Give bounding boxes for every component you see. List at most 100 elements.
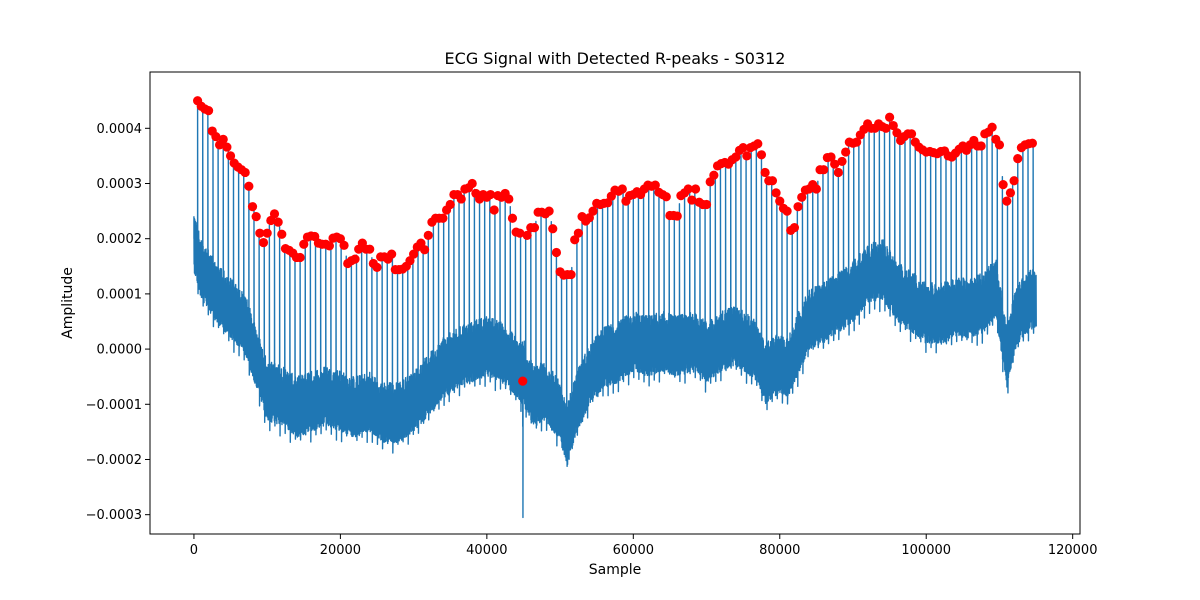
axes-frame [149, 71, 1081, 535]
r-peak-marker [683, 184, 693, 194]
r-peak-marker [650, 180, 660, 190]
r-peak-marker [211, 131, 221, 142]
r-peak-marker [566, 269, 576, 280]
r-peak-marker [456, 194, 466, 204]
x-tick-label: 20000 [320, 543, 361, 558]
r-peak-marker [771, 188, 781, 198]
r-peak-marker [247, 202, 258, 212]
r-peak-marker [544, 206, 554, 216]
r-peak-marker [906, 129, 917, 139]
r-peak-marker [262, 228, 272, 238]
r-peaks-layer [193, 96, 1037, 386]
r-peak-marker [837, 156, 847, 167]
x-axis: 0 20000 40000 60000 80000 100000 120000 [190, 534, 1097, 558]
r-peak-marker [841, 147, 851, 157]
r-peak-marker [295, 252, 305, 263]
x-tick-label: 100000 [901, 543, 951, 558]
y-tick-label: 0.0003 [97, 177, 143, 192]
r-peak-marker [1009, 176, 1019, 186]
x-axis-label: Sample [589, 562, 642, 578]
r-peak-marker [701, 199, 712, 210]
r-peak-marker [365, 244, 375, 254]
r-peak-marker [522, 230, 532, 240]
r-peak-marker [269, 209, 280, 219]
x-tick-label: 80000 [759, 543, 800, 558]
r-peak-marker [998, 180, 1008, 190]
r-peak-marker [789, 223, 800, 233]
chart-title: ECG Signal with Detected R-peaks - S0312 [445, 49, 786, 68]
r-peak-marker [672, 211, 682, 221]
ecg-signal-line [193, 100, 1037, 519]
r-peak-marker [793, 202, 803, 212]
r-peak-marker [617, 184, 627, 194]
r-peak-marker [690, 184, 701, 194]
r-peak-marker [588, 206, 598, 216]
r-peak-marker [976, 141, 986, 151]
r-peak-marker [852, 137, 862, 147]
r-peak-marker [826, 152, 836, 162]
r-peak-marker [797, 192, 807, 202]
r-peak-marker [885, 112, 895, 122]
r-peak-marker [485, 189, 496, 200]
r-peak-marker [372, 262, 382, 272]
r-peak-marker [661, 192, 671, 202]
r-peak-marker [515, 228, 525, 238]
r-peak-marker [518, 376, 528, 386]
r-peak-marker [423, 230, 433, 240]
r-peak-marker [273, 217, 283, 227]
r-peak-marker [387, 249, 397, 259]
r-peak-marker [987, 122, 997, 132]
x-tick-label: 60000 [613, 543, 654, 558]
r-peak-marker [548, 224, 558, 234]
r-peak-marker [888, 120, 898, 131]
r-peak-marker [255, 228, 265, 238]
r-peak-marker [258, 237, 269, 248]
x-tick-label: 0 [190, 543, 198, 558]
x-tick-label: 40000 [466, 543, 507, 558]
r-peak-marker [324, 241, 335, 251]
r-peak-marker [782, 206, 792, 216]
r-peak-marker [573, 228, 583, 238]
r-peak-marker [833, 167, 843, 178]
r-peak-marker [1005, 188, 1016, 198]
r-peak-marker [775, 196, 785, 206]
r-peak-marker [767, 176, 778, 186]
r-peak-marker [420, 245, 430, 255]
r-peak-marker [892, 128, 902, 138]
r-peak-marker [504, 194, 514, 204]
y-tick-label: −0.0002 [86, 453, 142, 468]
r-peak-marker [753, 139, 763, 149]
r-peak-marker [277, 229, 287, 239]
r-peak-marker [225, 151, 236, 161]
ecg-signal-layer [193, 100, 1037, 519]
r-peak-marker [251, 212, 261, 222]
y-tick-label: 0.0001 [97, 287, 143, 302]
r-peak-marker [339, 240, 349, 250]
r-peak-marker [350, 254, 360, 264]
r-peak-marker [819, 165, 829, 175]
r-peak-marker [738, 143, 748, 153]
y-axis-label: Amplitude [60, 267, 76, 339]
r-peak-marker [507, 213, 518, 223]
r-peak-marker [811, 184, 821, 194]
y-axis: −0.0003 −0.0002 −0.0001 0.0000 0.0001 0.0002 0… [86, 122, 150, 523]
r-peak-marker [551, 247, 562, 258]
r-peak-marker [445, 199, 455, 210]
y-tick-label: 0.0002 [97, 232, 143, 247]
r-peak-marker [489, 205, 499, 215]
r-peak-marker [830, 159, 840, 169]
r-peak-marker [529, 223, 540, 233]
r-peak-marker [687, 195, 697, 205]
r-peak-marker [409, 249, 419, 259]
y-tick-label: −0.0003 [86, 508, 142, 523]
y-tick-label: 0.0004 [97, 122, 143, 137]
y-tick-label: 0.0000 [97, 343, 143, 358]
r-peak-marker [760, 167, 770, 178]
r-peak-marker [203, 106, 214, 116]
plot-area [150, 72, 1080, 534]
r-peak-marker [1027, 138, 1037, 148]
r-peak-marker [222, 142, 232, 152]
r-peak-marker [299, 239, 309, 249]
r-peak-marker [1002, 196, 1012, 206]
